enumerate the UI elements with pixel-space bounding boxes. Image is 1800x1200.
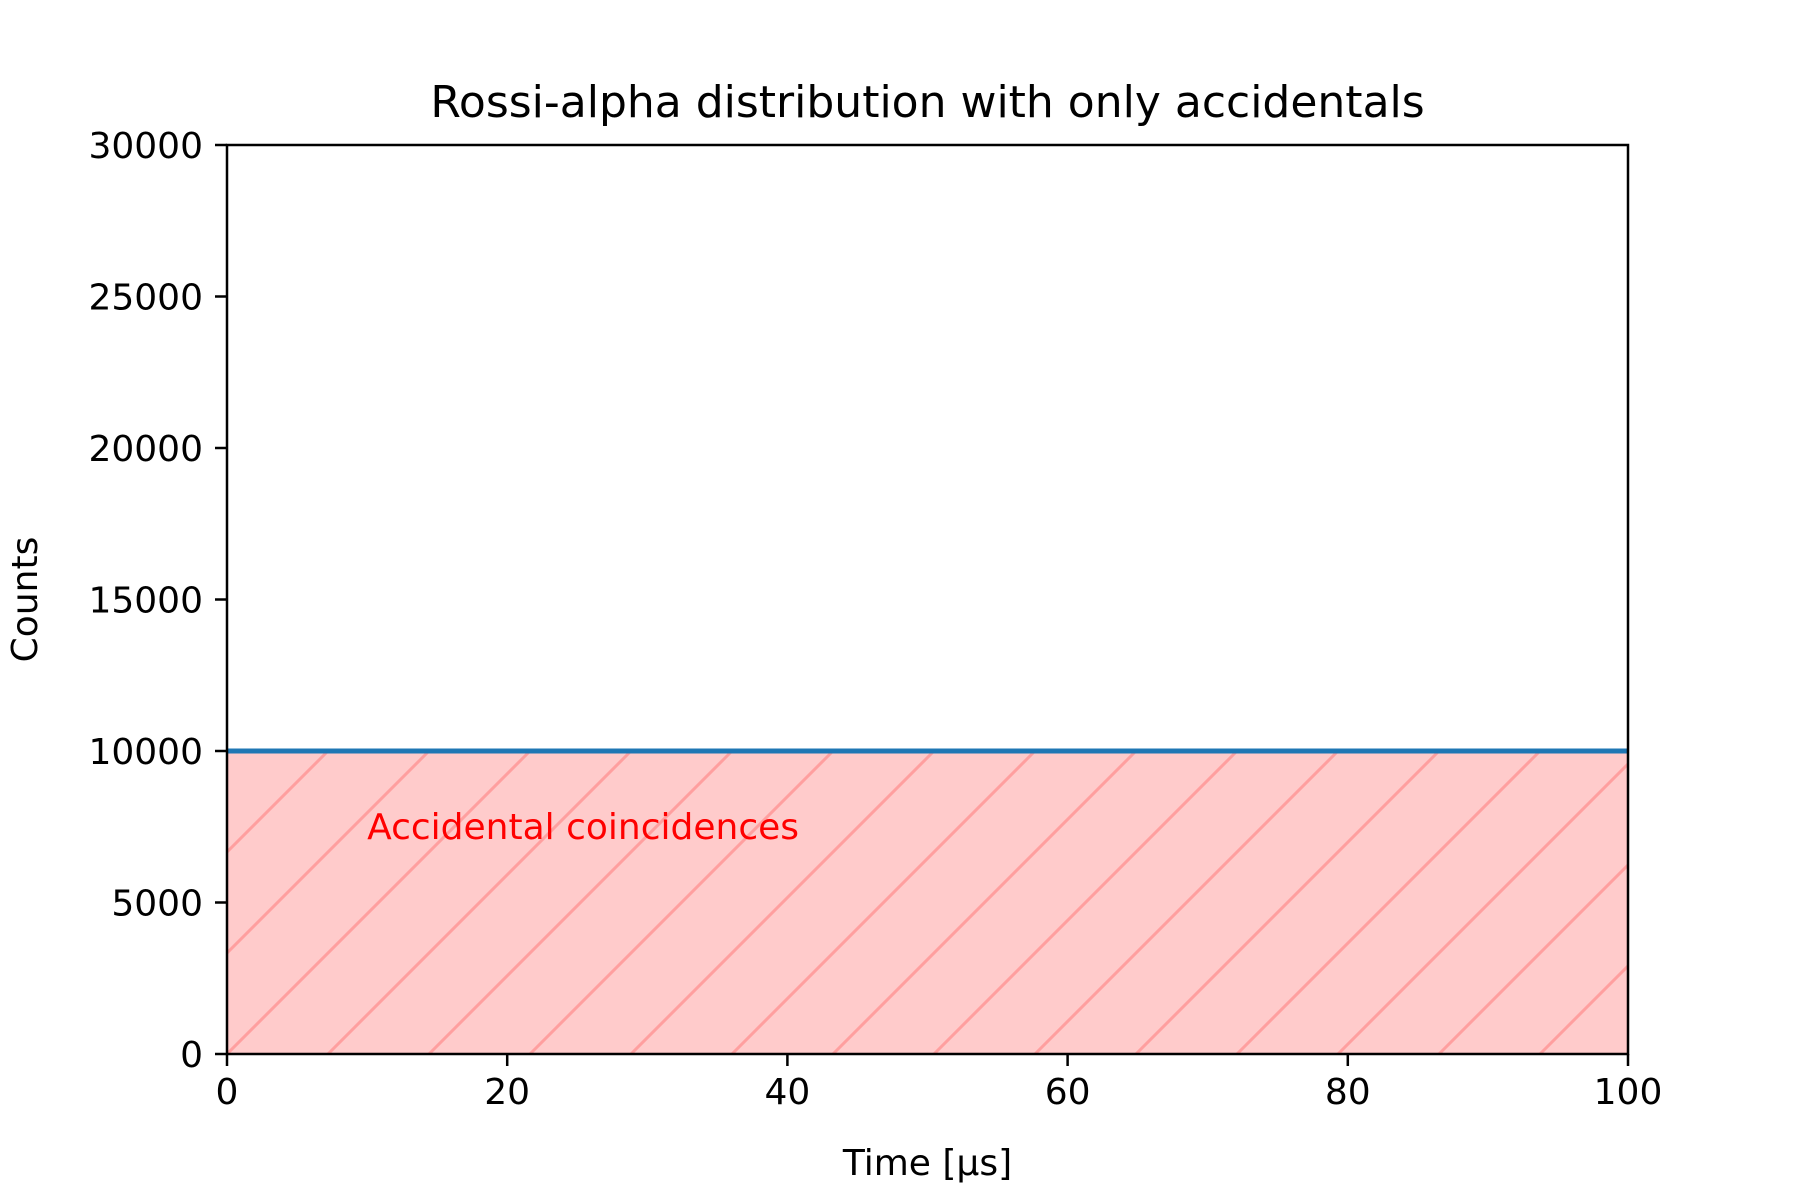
hatch-line — [1641, 751, 1800, 1054]
x-axis-title: Time [μs] — [842, 1143, 1012, 1184]
hatch-line — [227, 749, 330, 855]
y-tick-label: 15000 — [88, 581, 203, 622]
hatch-line — [528, 749, 835, 1054]
y-tick-label: 0 — [180, 1035, 203, 1076]
x-tick-label: 20 — [484, 1072, 530, 1113]
hatch-pattern — [0, 749, 1800, 1054]
y-axis-title: Counts — [5, 537, 46, 663]
y-tick-label: 20000 — [88, 429, 203, 470]
x-tick-label: 80 — [1325, 1072, 1371, 1113]
hatch-line — [0, 751, 126, 1054]
hatch-line — [730, 749, 1037, 1054]
hatch-line — [326, 749, 633, 1054]
y-tick-label: 25000 — [88, 278, 203, 319]
hatch-line — [227, 749, 532, 1054]
hatch-line — [0, 751, 25, 1054]
x-tick-label: 40 — [764, 1072, 810, 1113]
y-tick-label: 5000 — [111, 884, 203, 925]
annotation-accidental-coincidences: Accidental coincidences — [367, 807, 799, 848]
y-tick-label: 30000 — [88, 126, 203, 167]
accidentals-fill-region — [0, 749, 1800, 1054]
hatch-line — [1235, 749, 1542, 1054]
y-axis: 0 5000 10000 15000 20000 25000 30000 — [88, 126, 227, 1076]
hatch-line — [831, 749, 1138, 1054]
hatch-line — [1336, 761, 1628, 1054]
hatch-line — [1033, 749, 1340, 1054]
x-axis: 0 20 40 60 80 100 — [216, 1054, 1663, 1113]
hatch-line — [629, 749, 936, 1054]
x-tick-label: 0 — [216, 1072, 239, 1113]
hatch-line — [1437, 862, 1628, 1054]
hatch-line — [427, 749, 734, 1054]
x-tick-label: 60 — [1045, 1072, 1091, 1113]
hatch-line — [932, 749, 1239, 1054]
hatch-line — [227, 749, 431, 956]
y-tick-label: 10000 — [88, 732, 203, 773]
chart-title: Rossi-alpha distribution with only accid… — [430, 77, 1424, 128]
fill-area — [227, 751, 1628, 1054]
hatch-line — [1538, 963, 1628, 1054]
annotation-layer: Accidental coincidences — [367, 807, 799, 848]
hatch-line — [1134, 749, 1441, 1054]
x-tick-label: 100 — [1594, 1072, 1663, 1113]
